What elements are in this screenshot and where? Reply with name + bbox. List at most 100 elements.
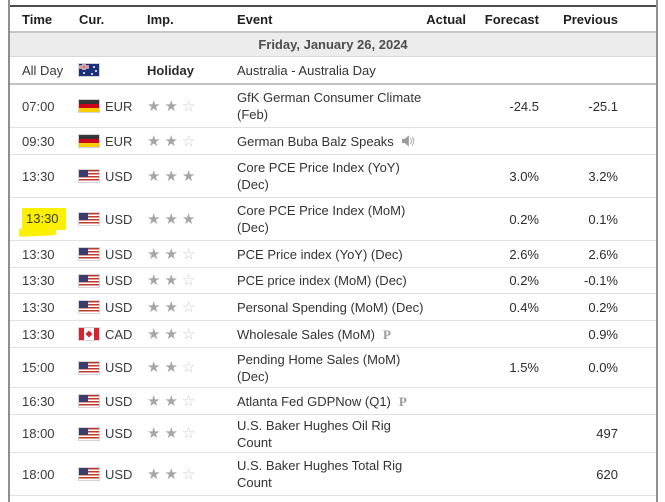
actual-cell [421,155,466,197]
column-header-currency: Cur. [79,11,105,27]
event-time: 07:00 [22,98,55,114]
previous-cell: 3.2% [588,168,618,184]
flag-icon-germany [79,100,99,112]
event-name: PCE price index (MoM) (Dec) [237,273,407,288]
calendar-row[interactable]: 16:30 USD ★ ★ ☆ Atlanta Fed GDPNow (Q1) P [10,388,656,415]
actual-cell [421,348,466,387]
currency-code: USD [105,426,133,441]
importance-cell: ★ ★ ★ [139,198,229,240]
column-header-forecast: Forecast [484,11,539,27]
actual-cell [421,453,466,495]
importance-star-filled-icon: ★ [164,465,178,483]
time-cell [10,496,72,502]
event-name: Atlanta Fed GDPNow (Q1) [237,393,391,409]
calendar-row[interactable]: All Day Holiday Australia - Australia Day [10,57,656,85]
event-cell: Atlanta Fed GDPNow (Q1) P [229,388,421,414]
event-time: 18:00 [22,426,55,441]
event-name: German Buba Balz Speaks [237,133,394,149]
currency-cell: CAD [72,321,139,347]
event-name-line2: Count [237,475,272,490]
importance-cell: ★ ★ ☆ [139,241,229,267]
flag-icon-australia [79,64,99,76]
calendar-row[interactable]: 13:30 USD ★ ★ ☆ PCE price index (MoM) (Dec) 0.… [10,268,656,294]
event-name: U.S. Baker Hughes Total Rig [237,458,403,473]
importance-star-empty-icon: ☆ [181,359,196,376]
flag-icon-united-states [79,213,99,225]
importance-star-filled-icon: ★ [147,245,161,263]
calendar-row[interactable]: 13:30 USD ★ ★ ★ Core PCE Price Index (MoM) (De… [10,198,656,241]
currency-cell [72,496,139,502]
calendar-row[interactable]: 13:30 USD ★ ★ ☆ PCE Price index (YoY) (Dec) 2.… [10,241,656,268]
flag-icon-canada [79,328,99,340]
importance-star-filled-icon: ★ [164,298,178,316]
importance-cell: ★ ★ ☆ [139,128,229,154]
event-cell: U.S. Baker Hughes Total Rig Count [229,453,421,495]
date-header-label: Friday, January 26, 2024 [258,37,408,52]
currency-code: USD [105,273,133,288]
calendar-row[interactable]: 13:30 USD ★ ★ ★ Core PCE Price Index (YoY) (De… [10,155,656,198]
actual-cell [421,294,466,320]
flag-icon-united-states [79,274,99,287]
importance-star-filled-icon: ★ [181,167,196,185]
event-time: 09:30 [22,133,55,149]
flag-icon-united-states [79,170,99,182]
time-cell: 18:00 [10,453,72,495]
event-cell: Personal Spending (MoM) (Dec) [229,294,423,320]
event-cell: Wholesale Sales (MoM) P [229,321,421,347]
time-cell: 18:00 [10,415,72,452]
calendar-row[interactable]: 18:00 USD ★ ★ ☆ U.S. Baker Hughes Total Rig Co… [10,453,656,496]
event-time: 15:00 [22,360,55,375]
event-name: PCE Price index (YoY) (Dec) [237,246,403,262]
currency-cell: USD [72,294,139,320]
importance-star-filled-icon: ★ [181,210,196,228]
importance-star-filled-icon: ★ [164,210,178,228]
forecast-cell: 2.6% [509,246,539,262]
importance-star-filled-icon: ★ [147,359,161,376]
event-cell: GfK German Consumer Climate (Feb) [229,85,421,127]
calendar-row[interactable]: 18:00 USD ★ ★ ☆ U.S. Baker Hughes Oil Rig Coun… [10,415,656,453]
previous-cell: 620 [596,466,618,482]
importance-star-filled-icon: ★ [147,132,161,150]
event-cell: Australia - Australia Day [229,57,421,83]
importance-star-empty-icon: ☆ [181,298,196,316]
event-name: CFTC GBP speculative net positions [237,499,448,502]
event-name-line2: Count [237,434,272,450]
forecast-cell [466,128,539,154]
event-cell: U.S. Baker Hughes Oil Rig Count [229,415,421,452]
calendar-row[interactable]: 13:30 USD ★ ★ ☆ Personal Spending (MoM) (Dec)… [10,294,656,321]
calendar-row[interactable]: 09:30 EUR ★ ★ ☆ German Buba Balz Speaks [10,128,656,155]
currency-cell: USD [72,268,139,293]
importance-cell: ★ ★ ☆ [139,415,229,452]
importance-cell: ★ ★ ☆ [139,294,229,320]
event-cell: Pending Home Sales (MoM) (Dec) [229,348,421,387]
forecast-cell: 0.4% [509,299,539,315]
event-cell: PCE price index (MoM) (Dec) [229,268,421,293]
event-name-line2: (Dec) [237,368,269,384]
importance-cell: ★ ★ ☆ [139,388,229,414]
actual-cell [421,388,466,414]
importance-cell: ★ ★ ☆ [139,453,229,495]
importance-star-filled-icon: ★ [164,97,178,115]
event-time: 13:30 [22,246,55,262]
calendar-row[interactable]: 15:00 USD ★ ★ ☆ Pending Home Sales (MoM) (Dec)… [10,348,656,388]
calendar-row[interactable]: 07:00 EUR ★ ★ ☆ GfK German Consumer Climate (F… [10,85,656,128]
table-top-rule [10,0,656,7]
currency-code: USD [105,246,133,262]
importance-star-filled-icon: ★ [164,167,178,185]
event-name-line2: (Dec) [237,220,269,235]
calendar-row[interactable]: CFTC GBP speculative net positions [10,496,656,502]
importance-star-filled-icon: ★ [147,425,161,442]
calendar-row[interactable]: 13:30 CAD ★ ★ ☆ Wholesale Sales (MoM) P 0.9% [10,321,656,348]
flag-icon-united-states [79,395,99,407]
date-header-row: Friday, January 26, 2024 [10,33,656,57]
table-header-row: Time Cur. Imp. Event Actual Forecast Pre… [10,7,656,33]
time-cell: 13:30 [10,241,72,267]
time-cell: 15:00 [10,348,72,387]
importance-star-filled-icon: ★ [147,97,161,115]
forecast-cell: -24.5 [509,98,539,114]
currency-code: USD [105,168,133,184]
actual-cell [421,496,466,502]
economic-calendar-table: Time Cur. Imp. Event Actual Forecast Pre… [8,0,658,502]
event-cell: German Buba Balz Speaks [229,128,421,154]
